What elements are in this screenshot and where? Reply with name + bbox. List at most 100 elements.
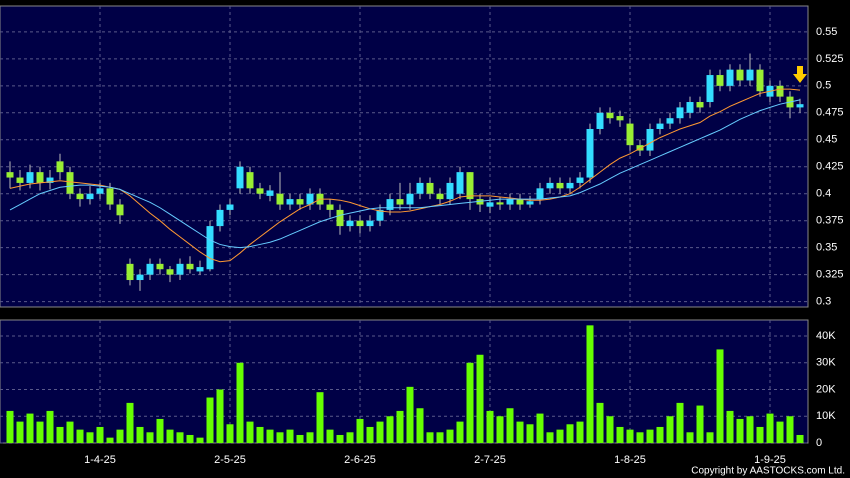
candle-body: [236, 166, 244, 189]
y-tick-label: 0.425: [816, 161, 844, 173]
candle-body: [46, 177, 54, 183]
volume-bar: [606, 416, 614, 443]
candle-body: [666, 118, 674, 124]
candle-body: [506, 199, 514, 205]
y-tick-label: 0.375: [816, 215, 844, 227]
volume-bar: [46, 410, 54, 443]
y-tick-label: 0.55: [816, 26, 837, 38]
volume-bar: [356, 418, 364, 443]
candle-body: [356, 220, 364, 227]
candle-body: [576, 177, 584, 183]
volume-bar: [406, 386, 414, 443]
x-tick-label: 1-4-25: [84, 454, 116, 466]
volume-bar: [296, 434, 304, 443]
candle-body: [366, 220, 374, 227]
candle-body: [306, 193, 314, 205]
volume-bar: [646, 429, 654, 443]
candle-body: [226, 204, 234, 210]
volume-bar: [596, 402, 604, 443]
volume-bar: [626, 429, 634, 443]
volume-bar: [516, 421, 524, 443]
y-tick-label: 20K: [816, 383, 836, 395]
candle-body: [436, 193, 444, 200]
candle-body: [276, 193, 284, 205]
candle-body: [516, 199, 524, 205]
volume-bar: [146, 432, 154, 443]
volume-bar: [116, 429, 124, 443]
y-tick-label: 0.45: [816, 134, 837, 146]
candle-body: [166, 269, 174, 275]
candle-body: [626, 123, 634, 146]
candle-body: [116, 204, 124, 216]
candle-body: [126, 263, 134, 281]
candle-body: [716, 75, 724, 86]
y-tick-label: 0.325: [816, 269, 844, 281]
volume-bar: [446, 429, 454, 443]
candle-body: [346, 220, 354, 227]
volume-bar: [476, 354, 484, 443]
volume-bar: [686, 432, 694, 443]
volume-bar: [26, 413, 34, 443]
candle-body: [156, 263, 164, 270]
y-tick-label: 10K: [816, 410, 836, 422]
volume-bar: [386, 416, 394, 443]
volume-bar: [16, 421, 24, 443]
candle-body: [106, 188, 114, 205]
volume-bar: [616, 426, 624, 443]
plot-layer: 1-4-25 2-5-25 2-6-25 2-7-25 1-8-25 1-9-25 0.3 0…: [0, 6, 844, 466]
candle-body: [696, 102, 704, 108]
candle-body: [416, 182, 424, 194]
volume-bar: [726, 410, 734, 443]
volume-panel: [0, 319, 809, 444]
volume-bar: [316, 392, 324, 443]
candle-body: [466, 172, 474, 200]
candle-body: [676, 107, 684, 119]
volume-bar: [736, 418, 744, 443]
volume-bar: [186, 434, 194, 443]
candle-body: [426, 182, 434, 194]
candle-body: [16, 177, 24, 183]
volume-bar: [346, 432, 354, 443]
candle-body: [686, 102, 694, 113]
volume-bar: [366, 426, 374, 443]
volume-bar: [486, 410, 494, 443]
volume-bar: [86, 432, 94, 443]
candle-body: [526, 201, 534, 205]
volume-bar: [766, 413, 774, 443]
volume-bar: [416, 408, 424, 443]
volume-bar: [336, 434, 344, 443]
candle-body: [746, 69, 754, 81]
volume-bar: [306, 432, 314, 443]
volume-bar: [246, 421, 254, 443]
volume-bar: [706, 432, 714, 443]
volume-bar: [676, 402, 684, 443]
volume-bar: [166, 429, 174, 443]
candle-body: [6, 172, 14, 178]
candle-body: [376, 209, 384, 221]
candle-body: [496, 202, 504, 205]
candle-body: [586, 128, 594, 178]
candle-body: [246, 172, 254, 189]
candle-body: [36, 172, 44, 183]
volume-bar: [506, 408, 514, 443]
candle-body: [336, 209, 344, 227]
candle-body: [136, 274, 144, 281]
candle-body: [706, 75, 714, 103]
candle-body: [56, 161, 64, 173]
candle-body: [286, 199, 294, 205]
volume-bar: [496, 416, 504, 443]
candle-body: [656, 123, 664, 129]
volume-bar: [206, 397, 214, 443]
candle-body: [396, 199, 404, 205]
candle-body: [256, 188, 264, 194]
y-tick-label: 0.3: [816, 296, 831, 308]
candle-body: [756, 69, 764, 92]
volume-bar: [396, 410, 404, 443]
candle-body: [446, 182, 454, 200]
y-tick-label: 0.4: [816, 188, 831, 200]
candle-body: [486, 202, 494, 207]
candle-body: [556, 182, 564, 189]
volume-bar: [466, 362, 474, 443]
candle-body: [86, 193, 94, 200]
candle-body: [196, 267, 204, 272]
